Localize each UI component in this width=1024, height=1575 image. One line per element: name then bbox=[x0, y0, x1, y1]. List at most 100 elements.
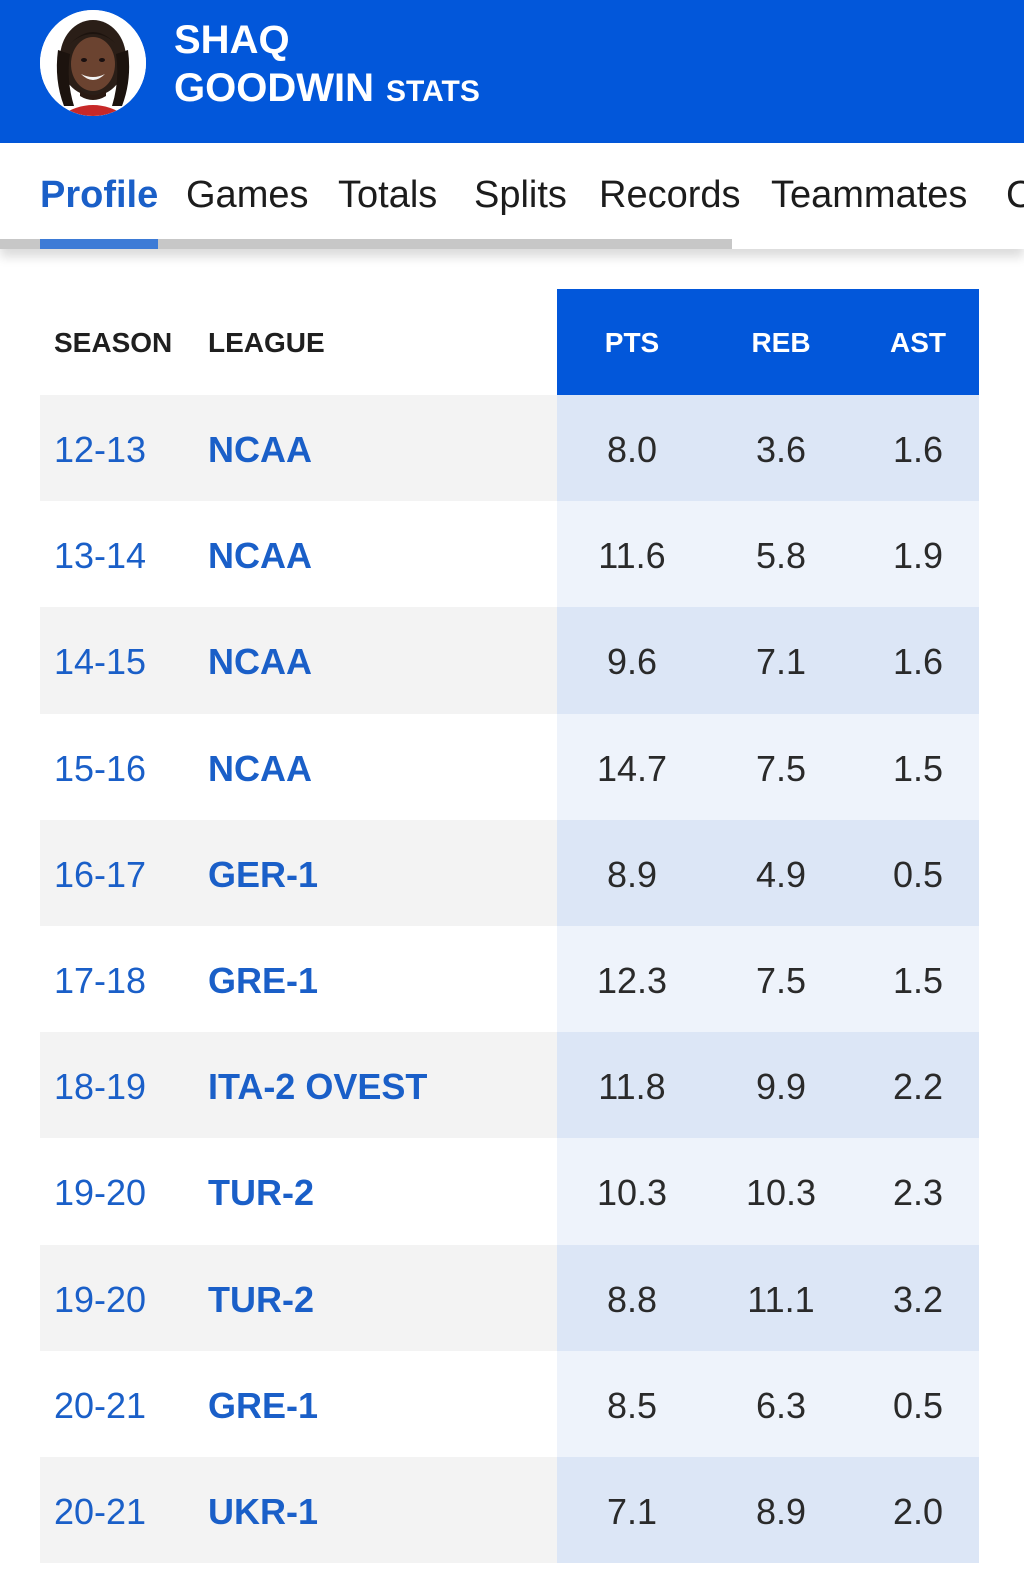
table-header: SEASON LEAGUE PTS REB AST bbox=[40, 289, 979, 395]
ast-value: 3.2 bbox=[892, 1278, 944, 1320]
row-background bbox=[40, 925, 557, 1033]
reb-value: 7.5 bbox=[755, 959, 807, 1001]
ast-value: 1.6 bbox=[892, 641, 944, 683]
reb-value: 7.5 bbox=[755, 747, 807, 789]
column-header-pts[interactable]: PTS bbox=[604, 327, 660, 358]
ast-value: 0.5 bbox=[892, 853, 944, 895]
row-background bbox=[40, 395, 557, 502]
tab-scroll-track bbox=[0, 239, 732, 249]
player-avatar bbox=[40, 10, 146, 116]
league-link[interactable]: ITA-2 OVEST bbox=[208, 1066, 428, 1108]
player-name-line: GOODWIN STATS bbox=[174, 66, 480, 114]
pts-value: 7.1 bbox=[606, 1490, 658, 1532]
row-stats-background bbox=[557, 713, 979, 820]
pts-value: 10.3 bbox=[596, 1172, 668, 1214]
column-header-reb[interactable]: REB bbox=[751, 327, 811, 358]
season-link[interactable]: 19-20 bbox=[54, 1278, 147, 1320]
ast-value: 2.2 bbox=[892, 1066, 944, 1108]
tab-profile[interactable]: Profile bbox=[40, 174, 159, 216]
player-first-name: SHAQ bbox=[174, 18, 290, 62]
column-header-ast[interactable]: AST bbox=[890, 327, 946, 358]
row-stats-background bbox=[557, 1138, 979, 1245]
season-link[interactable]: 16-17 bbox=[54, 853, 147, 895]
row-background bbox=[40, 1456, 557, 1564]
season-link[interactable]: 12-13 bbox=[54, 429, 147, 470]
reb-value: 9.9 bbox=[755, 1066, 807, 1108]
table-row: 14-15 NCAA 9.6 7.1 1.6 bbox=[40, 607, 979, 714]
league-link[interactable]: NCAA bbox=[208, 429, 312, 470]
season-link[interactable]: 18-19 bbox=[54, 1066, 147, 1108]
table-row: 15-16 NCAA 14.7 7.5 1.5 bbox=[40, 713, 979, 820]
row-background bbox=[40, 501, 557, 608]
league-link[interactable]: TUR-2 bbox=[208, 1278, 314, 1320]
season-link[interactable]: 20-21 bbox=[54, 1384, 147, 1426]
reb-value: 10.3 bbox=[745, 1172, 817, 1214]
tab-splits[interactable]: Splits bbox=[474, 174, 567, 216]
reb-value: 8.9 bbox=[755, 1490, 807, 1532]
reb-value: 4.9 bbox=[755, 853, 807, 895]
season-link[interactable]: 15-16 bbox=[54, 747, 147, 789]
row-stats-background bbox=[557, 1032, 979, 1139]
table-row: 20-21 GRE-1 8.5 6.3 0.5 bbox=[40, 1350, 979, 1457]
ast-value: 2.0 bbox=[892, 1490, 944, 1532]
row-stats-background bbox=[557, 1456, 979, 1564]
season-link[interactable]: 14-15 bbox=[54, 641, 147, 683]
row-background bbox=[40, 1138, 557, 1245]
season-link[interactable]: 17-18 bbox=[54, 959, 147, 1001]
reb-value: 5.8 bbox=[755, 535, 807, 577]
column-header-league[interactable]: LEAGUE bbox=[208, 327, 325, 358]
pts-value: 8.5 bbox=[606, 1384, 658, 1426]
column-header-season[interactable]: SEASON bbox=[54, 327, 173, 358]
season-link[interactable]: 19-20 bbox=[54, 1172, 147, 1214]
row-background bbox=[40, 1032, 557, 1139]
league-link[interactable]: NCAA bbox=[208, 535, 312, 577]
ast-value: 1.9 bbox=[892, 535, 944, 577]
ast-value: 2.3 bbox=[892, 1172, 944, 1214]
pts-value: 14.7 bbox=[596, 747, 668, 789]
row-stats-background bbox=[557, 1244, 979, 1351]
season-link[interactable]: 13-14 bbox=[54, 535, 147, 577]
row-stats-background bbox=[557, 607, 979, 714]
pts-value: 11.8 bbox=[598, 1066, 666, 1108]
row-background bbox=[40, 713, 557, 820]
row-background bbox=[40, 607, 557, 714]
tab-truncated[interactable]: C bbox=[1006, 174, 1024, 216]
tab-totals[interactable]: Totals bbox=[338, 174, 438, 216]
table-body: 12-13 NCAA 8.0 3.6 1.6 13-14 NCAA 11.6 5.8 1.9 14-… bbox=[40, 395, 979, 1564]
season-link[interactable]: 20-21 bbox=[54, 1490, 147, 1532]
pts-value: 12.3 bbox=[596, 959, 668, 1001]
table-row: 19-20 TUR-2 8.8 11.1 3.2 bbox=[40, 1244, 979, 1351]
league-link[interactable]: NCAA bbox=[208, 641, 312, 683]
stats-title-suffix: STATS bbox=[385, 75, 480, 108]
tab-records[interactable]: Records bbox=[599, 174, 741, 216]
pts-value: 8.9 bbox=[606, 853, 658, 895]
table-row: 16-17 GER-1 8.9 4.9 0.5 bbox=[40, 819, 979, 926]
league-link[interactable]: UKR-1 bbox=[208, 1490, 319, 1532]
table-row: 19-20 TUR-2 10.3 10.3 2.3 bbox=[40, 1138, 979, 1245]
league-link[interactable]: TUR-2 bbox=[208, 1172, 314, 1214]
pts-value: 11.6 bbox=[598, 535, 666, 577]
league-link[interactable]: NCAA bbox=[208, 747, 312, 789]
row-stats-background bbox=[557, 501, 979, 608]
tab-games[interactable]: Games bbox=[186, 174, 309, 216]
reb-value: 3.6 bbox=[755, 429, 807, 470]
row-stats-background bbox=[557, 925, 979, 1033]
league-link[interactable]: GRE-1 bbox=[208, 959, 319, 1001]
stat-header-bg bbox=[557, 289, 979, 395]
ast-value: 1.5 bbox=[892, 959, 944, 1001]
tab-teammates[interactable]: Teammates bbox=[771, 174, 968, 216]
reb-value: 6.3 bbox=[755, 1384, 807, 1426]
reb-value: 11.1 bbox=[747, 1278, 815, 1320]
row-stats-background bbox=[557, 1350, 979, 1457]
reb-value: 7.1 bbox=[755, 641, 807, 683]
tab-bar: Profile Games Totals Splits Records Team… bbox=[0, 143, 1024, 249]
row-stats-background bbox=[557, 395, 979, 502]
table-row: 13-14 NCAA 11.6 5.8 1.9 bbox=[40, 501, 979, 608]
row-background bbox=[40, 819, 557, 926]
league-link[interactable]: GRE-1 bbox=[208, 1384, 319, 1426]
table-row: 17-18 GRE-1 12.3 7.5 1.5 bbox=[40, 925, 979, 1033]
stats-table: SEASON LEAGUE PTS REB AST 12-13 NCAA 8.0 3.… bbox=[40, 289, 979, 1564]
player-last-name: GOODWIN bbox=[174, 66, 374, 110]
league-link[interactable]: GER-1 bbox=[208, 853, 319, 895]
row-background bbox=[40, 1350, 557, 1457]
